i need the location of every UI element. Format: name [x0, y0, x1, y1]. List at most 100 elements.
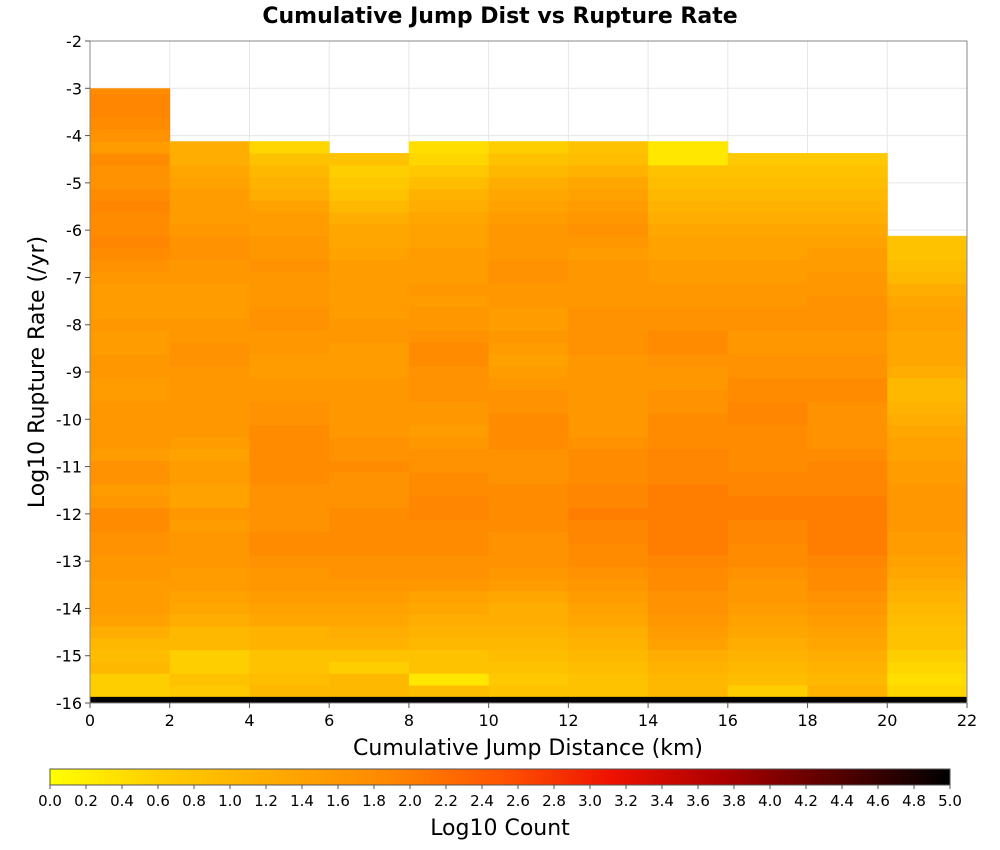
- heatmap-cell: [169, 176, 250, 190]
- heatmap-cell: [648, 578, 729, 591]
- heatmap-cell: [329, 436, 410, 450]
- heatmap-cell: [408, 294, 490, 308]
- heatmap-cell: [488, 673, 569, 686]
- heatmap-cell: [648, 188, 729, 201]
- heatmap-cell: [648, 259, 729, 272]
- heatmap-cell: [249, 661, 330, 674]
- x-tick-label: 22: [957, 711, 977, 730]
- heatmap-cell: [648, 271, 729, 284]
- heatmap-cell: [249, 543, 330, 556]
- heatmap-cell: [329, 637, 410, 651]
- heatmap-cell: [329, 413, 410, 426]
- x-tick-label: 4: [244, 711, 254, 730]
- heatmap-cell: [488, 342, 569, 355]
- heatmap-cell: [249, 519, 330, 532]
- heatmap-cell: [90, 614, 171, 627]
- heatmap-cell: [90, 519, 171, 532]
- heatmap-cell: [408, 507, 490, 521]
- heatmap-cell: [169, 259, 250, 272]
- heatmap-cell: [727, 625, 809, 639]
- heatmap-cell: [807, 306, 888, 320]
- heatmap-cell: [408, 342, 490, 355]
- heatmap-cell: [727, 330, 809, 343]
- heatmap-cell: [648, 235, 729, 249]
- heatmap-cell: [488, 200, 569, 213]
- colorbar-tick-label: 3.6: [686, 792, 710, 810]
- heatmap-cell: [90, 554, 171, 568]
- y-tick-label: -15: [56, 647, 82, 666]
- heatmap-cell: [568, 401, 649, 414]
- heatmap-cell: [408, 578, 490, 591]
- heatmap-cell: [648, 460, 729, 473]
- heatmap-cell: [568, 413, 649, 426]
- heatmap-cell: [249, 484, 330, 497]
- heatmap-cell: [807, 460, 888, 473]
- heatmap-cell: [169, 484, 250, 497]
- heatmap-cell: [169, 200, 250, 213]
- heatmap-cell: [408, 519, 490, 532]
- heatmap-cell: [90, 413, 171, 426]
- heatmap-cell: [887, 495, 968, 509]
- y-tick-label: -7: [66, 268, 82, 287]
- heatmap-cell: [568, 472, 649, 485]
- heatmap-cell: [329, 271, 410, 284]
- heatmap-cell: [727, 484, 809, 497]
- heatmap-cell: [887, 247, 968, 260]
- heatmap-cell: [648, 306, 729, 320]
- heatmap-cell: [249, 259, 330, 272]
- heatmap-cell: [408, 649, 490, 662]
- heatmap-cell: [727, 554, 809, 568]
- heatmap-cell: [329, 365, 410, 379]
- heatmap-cell: [169, 685, 250, 698]
- heatmap-cell: [90, 141, 171, 154]
- heatmap-cell: [568, 176, 649, 190]
- heatmap-cell: [90, 590, 171, 603]
- heatmap-cell: [887, 377, 968, 390]
- heatmap-cell: [90, 472, 171, 485]
- heatmap-cell: [408, 377, 490, 390]
- heatmap-cell: [807, 519, 888, 532]
- heatmap-cell: [90, 200, 171, 213]
- heatmap-cell: [727, 389, 809, 402]
- heatmap-cell: [90, 625, 171, 639]
- heatmap-cell: [329, 543, 410, 556]
- heatmap-cell: [727, 424, 809, 438]
- x-tick-label: 20: [877, 711, 897, 730]
- heatmap-cell: [727, 578, 809, 591]
- heatmap-cell: [488, 661, 569, 674]
- heatmap-cell: [408, 330, 490, 343]
- heatmap-cell: [807, 637, 888, 651]
- heatmap-cell: [568, 235, 649, 249]
- heatmap-cell: [169, 153, 250, 166]
- heatmap-cell: [90, 259, 171, 272]
- heatmap-cell: [488, 153, 569, 166]
- heatmap-cell: [807, 176, 888, 190]
- y-tick-label: -13: [56, 552, 82, 571]
- heatmap-cell: [408, 413, 490, 426]
- heatmap-cell: [249, 673, 330, 686]
- heatmap-cell: [169, 271, 250, 284]
- heatmap-cell: [648, 247, 729, 260]
- heatmap-cell: [648, 141, 729, 154]
- heatmap-cell: [408, 448, 490, 461]
- heatmap-cell: [169, 566, 250, 580]
- x-tick-label: 14: [638, 711, 658, 730]
- heatmap-cell: [488, 330, 569, 343]
- heatmap-cell: [249, 566, 330, 580]
- heatmap-cell: [329, 661, 410, 674]
- heatmap-cell: [488, 590, 569, 603]
- x-tick-label: 2: [165, 711, 175, 730]
- heatmap-cell: [329, 377, 410, 390]
- heatmap-cell: [887, 637, 968, 651]
- heatmap-cell: [169, 413, 250, 426]
- colorbar-tick-label: 1.8: [362, 792, 386, 810]
- heatmap-cell: [408, 460, 490, 473]
- heatmap-cell: [807, 223, 888, 237]
- heatmap-cell: [90, 342, 171, 355]
- heatmap-cell: [887, 283, 968, 296]
- heatmap-cell: [408, 614, 490, 627]
- heatmap-cell: [329, 188, 410, 201]
- heatmap-cell: [887, 590, 968, 603]
- heatmap-cell: [249, 283, 330, 296]
- heatmap-cell: [568, 531, 649, 544]
